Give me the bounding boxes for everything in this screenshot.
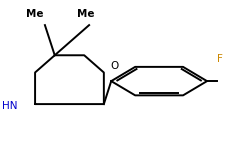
Text: Me: Me <box>26 9 44 19</box>
Text: Me: Me <box>77 9 94 19</box>
Text: F: F <box>217 54 223 64</box>
Text: HN: HN <box>2 101 18 111</box>
Text: O: O <box>110 61 118 71</box>
